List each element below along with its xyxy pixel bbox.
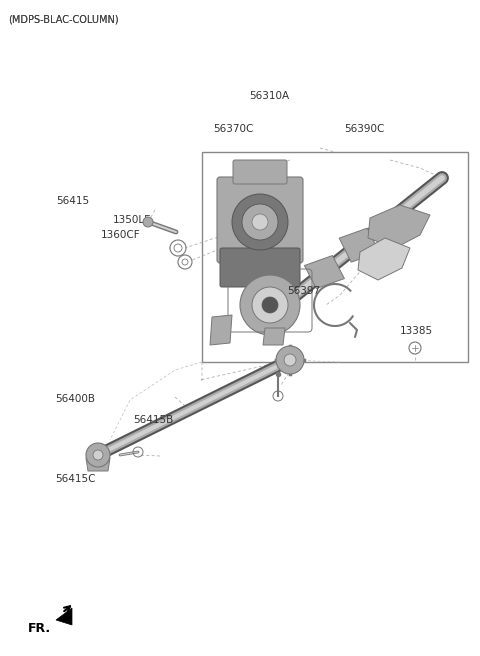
Text: 56400B: 56400B <box>55 394 95 404</box>
Circle shape <box>93 450 103 460</box>
Polygon shape <box>210 315 232 345</box>
Polygon shape <box>304 256 344 289</box>
Text: 56370C: 56370C <box>214 123 254 134</box>
FancyBboxPatch shape <box>233 160 287 184</box>
Text: 56415: 56415 <box>57 195 90 206</box>
Text: 1360CF: 1360CF <box>101 230 141 240</box>
Text: (MDPS-BLAC-COLUMN): (MDPS-BLAC-COLUMN) <box>8 14 119 24</box>
Polygon shape <box>56 608 72 625</box>
Circle shape <box>252 287 288 323</box>
Circle shape <box>242 204 278 240</box>
Polygon shape <box>339 228 379 262</box>
Polygon shape <box>263 328 285 345</box>
FancyBboxPatch shape <box>217 177 303 263</box>
Circle shape <box>276 346 304 374</box>
Circle shape <box>262 297 278 313</box>
Polygon shape <box>368 205 430 248</box>
Text: FR.: FR. <box>28 622 51 635</box>
Text: 56397: 56397 <box>287 285 320 296</box>
Text: (MDPS-BLAC-COLUMN): (MDPS-BLAC-COLUMN) <box>8 14 119 24</box>
Text: 56390C: 56390C <box>345 123 385 134</box>
Circle shape <box>86 443 110 467</box>
Circle shape <box>252 214 268 230</box>
Text: 13385: 13385 <box>399 326 432 337</box>
Circle shape <box>240 275 300 335</box>
Circle shape <box>232 194 288 250</box>
Polygon shape <box>86 450 110 471</box>
Circle shape <box>143 217 153 227</box>
Text: 56310A: 56310A <box>250 91 290 102</box>
Circle shape <box>284 354 296 366</box>
Text: 1350LE: 1350LE <box>112 215 151 225</box>
Polygon shape <box>358 238 410 280</box>
Text: 56415B: 56415B <box>133 415 174 425</box>
Text: 56415C: 56415C <box>55 474 96 484</box>
FancyBboxPatch shape <box>220 248 300 287</box>
Bar <box>202 152 468 362</box>
